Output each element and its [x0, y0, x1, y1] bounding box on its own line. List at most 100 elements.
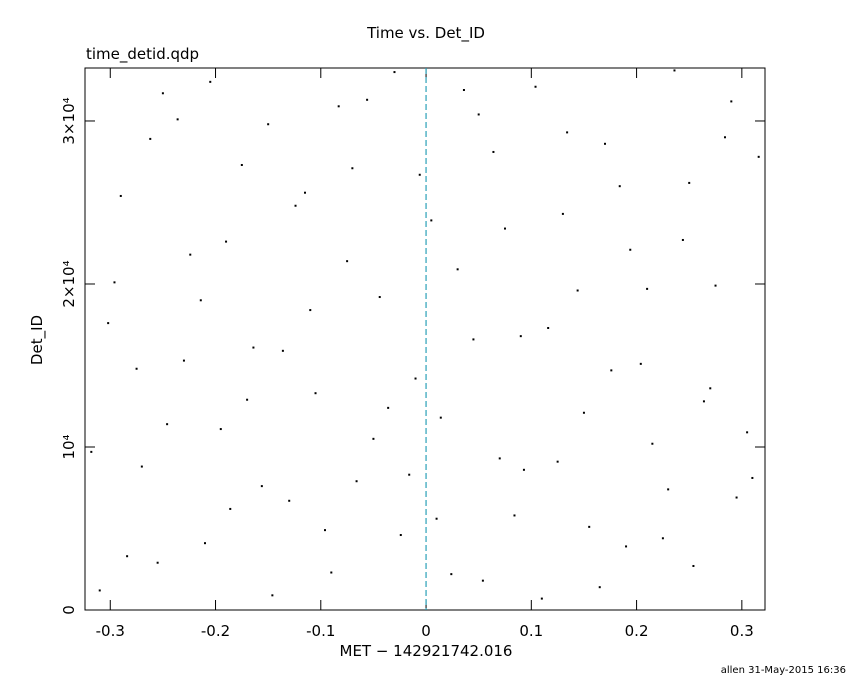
x-tick-label: 0.3	[730, 622, 754, 640]
data-point	[667, 488, 670, 491]
data-point	[576, 289, 579, 292]
data-point	[281, 349, 284, 352]
x-tick-label: -0.3	[96, 622, 125, 640]
data-point	[393, 71, 396, 74]
data-point	[688, 181, 691, 184]
data-point	[330, 571, 333, 574]
data-point	[182, 359, 185, 362]
data-point	[378, 296, 381, 299]
data-point	[751, 476, 754, 479]
plot-frame	[84, 67, 766, 611]
data-point	[540, 597, 543, 600]
data-point	[450, 573, 453, 576]
data-point	[135, 367, 138, 370]
data-point	[498, 457, 501, 460]
data-point	[351, 167, 354, 170]
data-point	[730, 100, 733, 103]
data-point	[435, 517, 438, 520]
data-point	[714, 284, 717, 287]
y-tick-label: 10⁴	[60, 434, 78, 459]
data-point	[372, 437, 375, 440]
data-point	[246, 398, 249, 401]
data-point	[90, 450, 93, 453]
x-tick-label: 0.2	[625, 622, 649, 640]
data-point	[692, 564, 695, 567]
data-point	[702, 400, 705, 403]
data-point	[757, 155, 760, 158]
data-point	[225, 240, 228, 243]
data-point	[598, 586, 601, 589]
data-point	[294, 204, 297, 207]
y-axis-label: Det_ID	[28, 315, 47, 365]
data-point	[604, 142, 606, 145]
data-point	[166, 423, 169, 426]
data-point	[462, 89, 465, 92]
data-point	[492, 150, 495, 153]
data-point	[189, 253, 192, 256]
data-point	[260, 485, 263, 488]
data-point	[229, 507, 232, 510]
data-point	[673, 69, 676, 72]
x-tick-label: -0.1	[306, 622, 335, 640]
data-point	[625, 545, 628, 548]
data-point	[477, 113, 480, 116]
y-tick-label: 0	[60, 605, 78, 615]
data-point	[126, 555, 129, 558]
data-point	[534, 85, 537, 88]
data-point	[522, 468, 525, 471]
data-point	[566, 131, 569, 134]
data-point	[610, 369, 613, 372]
data-point	[119, 194, 122, 197]
data-point	[209, 80, 212, 83]
data-point	[98, 589, 101, 592]
data-point	[309, 309, 312, 312]
data-point	[355, 480, 358, 483]
chart-subtitle: time_detid.qdp	[86, 45, 199, 64]
data-point	[519, 335, 522, 338]
data-point	[156, 561, 159, 564]
data-point	[504, 227, 506, 230]
data-point	[140, 465, 143, 468]
data-point	[271, 594, 274, 597]
data-point	[408, 473, 411, 476]
data-point	[204, 542, 206, 545]
data-point	[588, 525, 591, 528]
data-point	[556, 460, 559, 463]
data-point	[387, 406, 390, 409]
data-point	[324, 529, 326, 532]
data-point	[646, 287, 649, 290]
data-point	[456, 268, 459, 271]
data-point	[681, 238, 684, 241]
data-point	[639, 362, 642, 365]
x-tick-label: 0	[421, 622, 431, 640]
x-tick-label: -0.2	[201, 622, 230, 640]
chart-title: Time vs. Det_ID	[366, 24, 485, 43]
data-point	[240, 163, 243, 166]
data-point	[472, 338, 475, 341]
data-point	[618, 185, 621, 188]
data-point	[547, 326, 550, 329]
data-point	[267, 123, 270, 126]
data-point	[219, 428, 222, 431]
data-point	[113, 281, 116, 284]
y-tick-label: 3×10⁴	[60, 97, 78, 144]
data-point	[366, 98, 369, 101]
data-point	[161, 92, 164, 95]
x-tick-label: 0.1	[519, 622, 543, 640]
data-point	[314, 392, 317, 395]
data-point	[107, 322, 110, 325]
data-point	[252, 346, 255, 349]
data-point	[199, 299, 202, 302]
data-point	[746, 431, 749, 434]
data-point	[288, 499, 291, 502]
data-point	[346, 260, 349, 263]
data-point	[661, 537, 664, 540]
data-point	[561, 212, 564, 215]
footer: allen 31-May-2015 16:36	[721, 665, 846, 676]
data-point	[709, 387, 712, 390]
data-point	[481, 579, 484, 582]
data-point	[582, 411, 585, 414]
data-point	[430, 219, 433, 222]
